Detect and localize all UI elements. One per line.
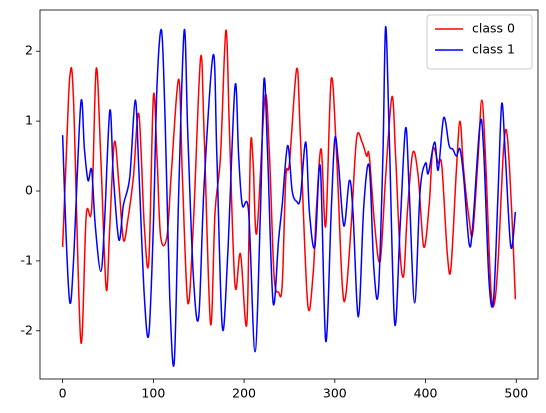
x-tick-label: 300 [323, 386, 347, 401]
y-tick-label: 1 [25, 113, 33, 128]
line-series [61, 29, 517, 345]
x-tick-label: 0 [59, 386, 67, 401]
line-series [61, 26, 517, 367]
x-tick-label: 500 [504, 386, 528, 401]
y-tick-label: -2 [21, 322, 33, 337]
legend-label: class 1 [472, 42, 515, 57]
axes-frame [39, 9, 539, 380]
x-tick-label: 200 [232, 386, 256, 401]
y-tick-label: 2 [25, 43, 33, 58]
x-tick-label: 100 [141, 386, 165, 401]
y-tick-label: -1 [21, 252, 33, 267]
x-tick-label: 400 [414, 386, 438, 401]
y-tick-label: 0 [25, 183, 33, 198]
legend-label: class 0 [472, 21, 515, 36]
